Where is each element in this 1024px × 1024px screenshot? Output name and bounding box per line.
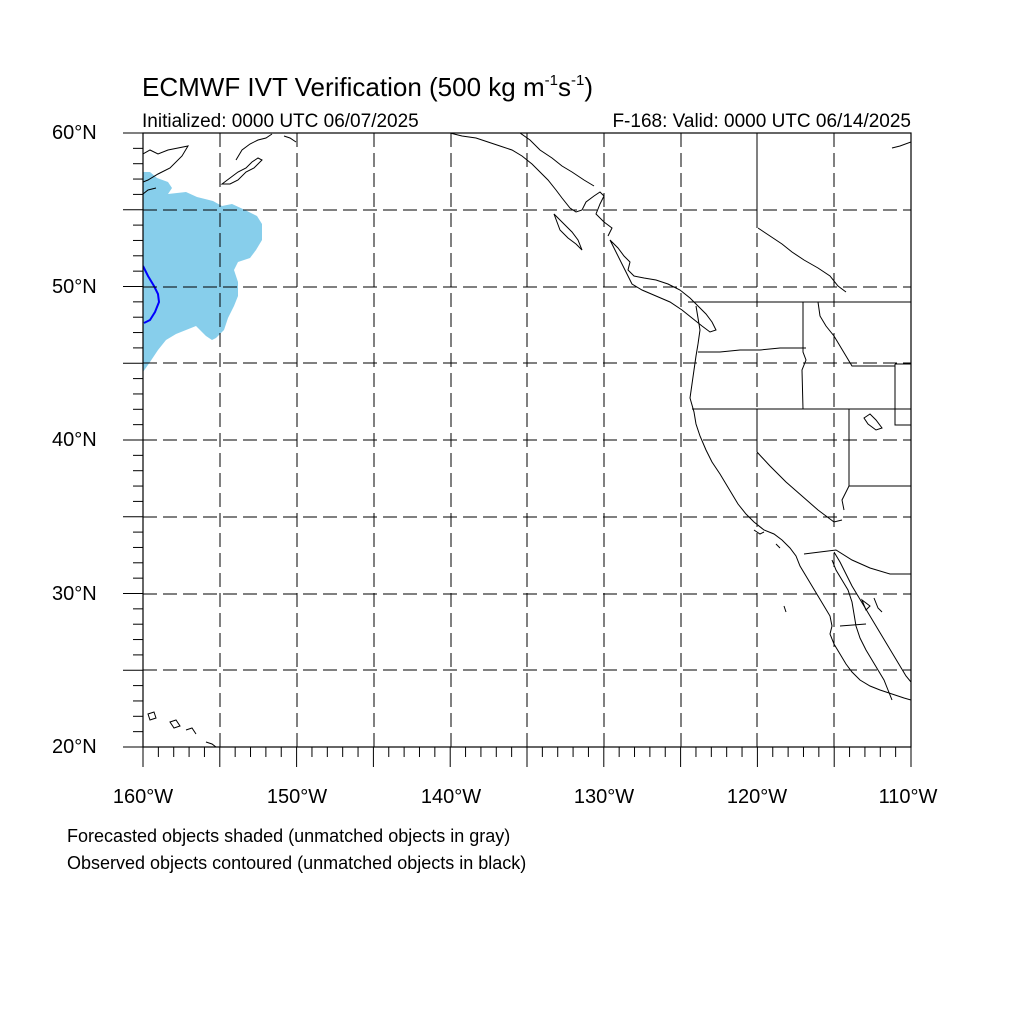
map-title: ECMWF IVT Verification (500 kg m-1s-1) [142,72,593,103]
lat-label-50n: 50°N [52,276,97,298]
legend-forecast-note: Forecasted objects shaded (unmatched obj… [67,826,511,846]
title-end: ) [584,72,593,102]
forecast-ivt-object [143,172,262,372]
lat-label-60n: 60°N [52,122,97,144]
lon-label-150w: 150°W [266,786,328,808]
lon-label-130w: 130°W [573,786,635,808]
lat-label-20n: 20°N [52,736,97,758]
title-main: ECMWF IVT Verification (500 kg m [142,72,545,102]
lon-label-140w: 140°W [420,786,482,808]
initialized-time: Initialized: 0000 UTC 06/07/2025 [142,111,419,132]
observed-ivt-contour [143,265,161,324]
valid-time: F-168: Valid: 0000 UTC 06/14/2025 [612,111,911,132]
tick-marks [123,132,912,767]
political-borders [688,133,911,627]
lon-label-120w: 120°W [726,786,788,808]
legend-observed-note: Observed objects contoured (unmatched ob… [67,853,527,873]
lat-label-30n: 30°N [52,583,97,605]
title-exponent-1: -1 [544,72,558,89]
graticule [143,133,911,747]
lon-label-160w: 160°W [112,786,174,808]
title-mid: s [557,72,571,102]
lon-label-110w: 110°W [878,786,938,808]
lat-label-40n: 40°N [52,429,97,451]
title-exponent-2: -1 [570,72,585,89]
coastlines [143,133,911,747]
